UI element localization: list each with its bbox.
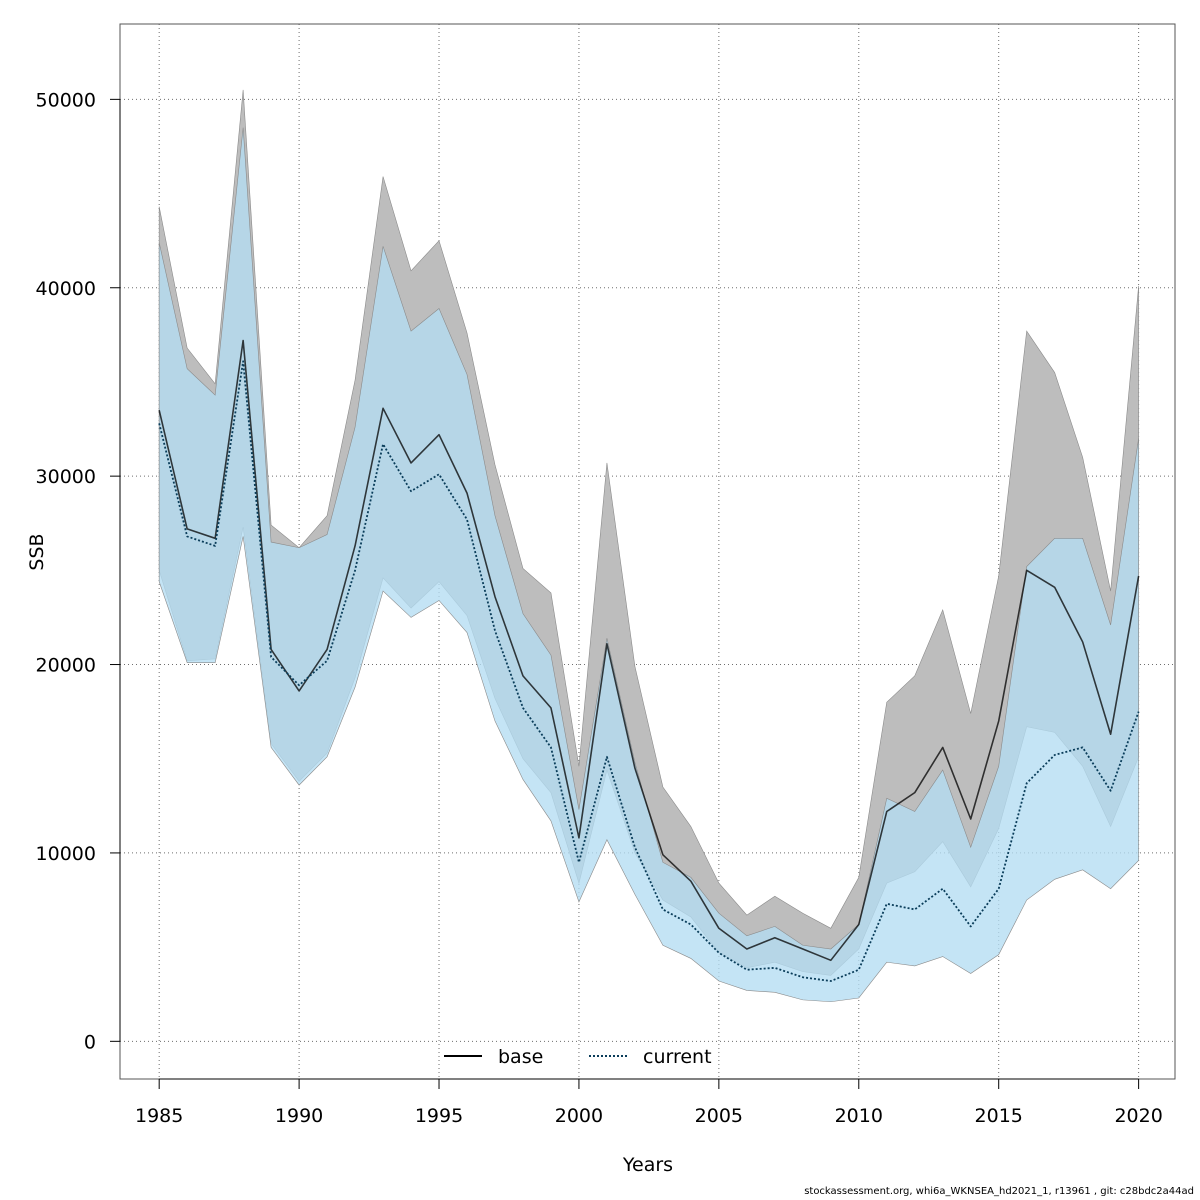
y-tick-label-30000: 30000	[36, 466, 96, 488]
x-axis: 1985 1990 1995 2000 2005 2010 2015 2020	[135, 1078, 1163, 1127]
x-tick-label-2000: 2000	[555, 1105, 603, 1127]
y-tick-label-50000: 50000	[36, 89, 96, 111]
confidence-bands	[158, 89, 1139, 1003]
x-tick-label-2015: 2015	[975, 1105, 1023, 1127]
series-line-base	[158, 339, 1140, 962]
legend-label-base: base	[498, 1046, 543, 1068]
x-tick-label-1985: 1985	[135, 1105, 183, 1127]
y-tick-label-40000: 40000	[36, 278, 96, 300]
y-axis: 0 10000 20000 30000 40000 50000	[36, 89, 121, 1053]
band-current	[158, 127, 1139, 1003]
series-lines	[158, 339, 1140, 982]
y-tick-label-20000: 20000	[36, 655, 96, 677]
legend-label-current: current	[643, 1046, 712, 1068]
x-axis-label: Years	[622, 1154, 673, 1176]
y-tick-label-10000: 10000	[36, 843, 96, 865]
x-tick-label-2010: 2010	[835, 1105, 883, 1127]
x-tick-label-2020: 2020	[1114, 1105, 1162, 1127]
x-tick-label-1990: 1990	[275, 1105, 323, 1127]
y-tick-label-0: 0	[84, 1031, 96, 1053]
y-axis-label: SSB	[26, 533, 48, 570]
series-line-current	[158, 360, 1140, 982]
x-tick-label-1995: 1995	[415, 1105, 463, 1127]
legend: base current	[444, 1046, 712, 1068]
footer-note: stockassessment.org, whi6a_WKNSEA_hd2021…	[804, 1186, 1194, 1197]
x-tick-label-2005: 2005	[695, 1105, 743, 1127]
